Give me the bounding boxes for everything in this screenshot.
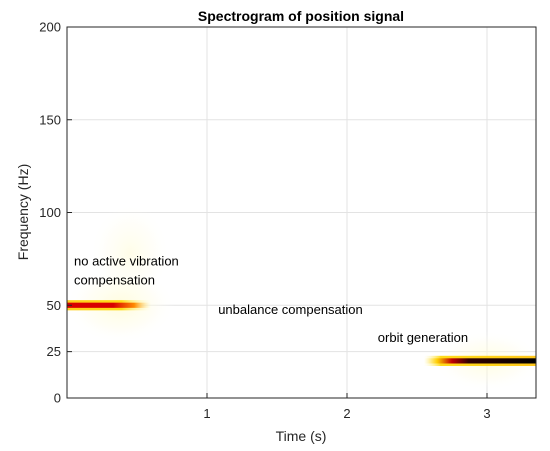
x-tick-label: 3 — [483, 406, 490, 421]
annotation-text: compensation — [74, 272, 155, 287]
y-tick-label: 150 — [39, 112, 61, 127]
band-layer — [67, 300, 536, 367]
x-axis-label: Time (s) — [276, 428, 327, 444]
y-tick-label: 25 — [47, 344, 61, 359]
annotation-text: orbit generation — [378, 330, 468, 345]
annotations: no active vibration compensation unbalance… — [74, 254, 468, 345]
x-tick-label: 2 — [343, 406, 350, 421]
y-tick-label: 200 — [39, 20, 61, 35]
annotation-text: unbalance compensation — [218, 302, 363, 317]
band-core — [67, 302, 151, 308]
annotation-text: no active vibration — [74, 254, 179, 269]
y-tick-label: 50 — [47, 298, 61, 313]
x-axis-ticks: 1 2 3 — [203, 393, 491, 421]
y-tick-label: 100 — [39, 205, 61, 220]
y-axis-ticks: 0 25 50 100 150 200 — [39, 20, 72, 406]
y-axis-label: Frequency (Hz) — [15, 164, 31, 260]
x-tick-label: 1 — [203, 406, 210, 421]
y-tick-label: 0 — [54, 391, 61, 406]
chart-title: Spectrogram of position signal — [198, 8, 404, 24]
band-core — [424, 358, 536, 364]
